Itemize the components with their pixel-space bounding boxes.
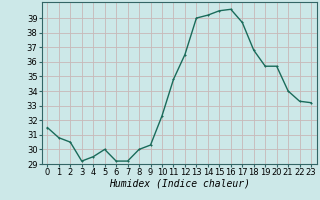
X-axis label: Humidex (Indice chaleur): Humidex (Indice chaleur) bbox=[109, 179, 250, 189]
